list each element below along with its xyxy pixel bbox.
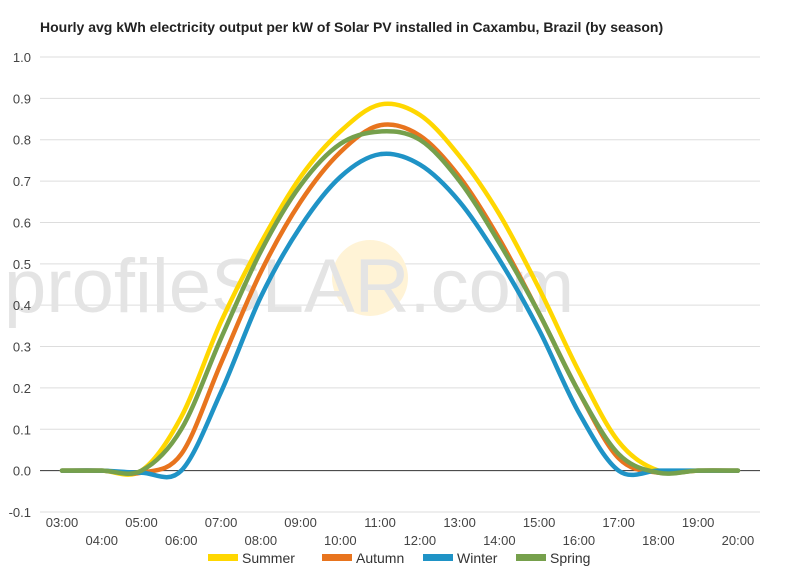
y-tick-label: 0.2 bbox=[13, 381, 31, 396]
y-tick-label: 1.0 bbox=[13, 50, 31, 65]
x-tick-label: 17:00 bbox=[602, 515, 635, 530]
legend-label-winter: Winter bbox=[457, 550, 498, 566]
legend-label-autumn: Autumn bbox=[356, 550, 404, 566]
watermark: profileSLAR.com bbox=[4, 240, 574, 329]
legend-label-summer: Summer bbox=[242, 550, 295, 566]
series-line-autumn bbox=[59, 122, 741, 476]
series-line-summer bbox=[59, 101, 741, 477]
x-tick-label: 07:00 bbox=[205, 515, 238, 530]
legend: Summer Autumn Winter Spring bbox=[208, 550, 590, 566]
y-tick-label: -0.1 bbox=[9, 505, 31, 520]
x-tick-label: 19:00 bbox=[682, 515, 715, 530]
x-tick-label: 16:00 bbox=[563, 533, 596, 548]
x-tick-label: 03:00 bbox=[46, 515, 79, 530]
y-axis-ticks: -0.1 0.0 0.1 0.2 0.3 0.4 0.5 0.6 0.7 0.8 0.9 1.0 bbox=[9, 50, 31, 520]
y-tick-label: 0.3 bbox=[13, 340, 31, 355]
x-tick-label: 18:00 bbox=[642, 533, 675, 548]
x-tick-label: 12:00 bbox=[404, 533, 437, 548]
grid-lines bbox=[40, 56, 760, 513]
x-tick-label: 06:00 bbox=[165, 533, 198, 548]
x-tick-label: 14:00 bbox=[483, 533, 516, 548]
x-tick-label: 10:00 bbox=[324, 533, 357, 548]
legend-swatch-spring bbox=[516, 554, 546, 561]
series-line-spring bbox=[59, 129, 741, 476]
x-tick-label: 04:00 bbox=[85, 533, 118, 548]
y-tick-label: 0.5 bbox=[13, 257, 31, 272]
y-tick-label: 0.0 bbox=[13, 464, 31, 479]
y-tick-label: 0.6 bbox=[13, 215, 31, 230]
x-tick-label: 09:00 bbox=[284, 515, 317, 530]
y-tick-label: 0.9 bbox=[13, 91, 31, 106]
x-axis-ticks: 03:00 04:00 05:00 06:00 07:00 08:00 09:00 10:00… bbox=[46, 515, 754, 548]
x-tick-label: 05:00 bbox=[125, 515, 158, 530]
x-tick-label: 11:00 bbox=[364, 515, 396, 530]
watermark-sun-icon bbox=[332, 240, 408, 316]
series-lines bbox=[59, 101, 741, 480]
x-tick-label: 08:00 bbox=[245, 533, 278, 548]
y-tick-label: 0.8 bbox=[13, 133, 31, 148]
y-tick-label: 0.4 bbox=[13, 298, 31, 313]
chart-title: Hourly avg kWh electricity output per kW… bbox=[40, 19, 664, 35]
x-tick-label: 15:00 bbox=[523, 515, 556, 530]
legend-label-spring: Spring bbox=[550, 550, 590, 566]
x-tick-label: 20:00 bbox=[722, 533, 755, 548]
y-tick-label: 0.7 bbox=[13, 174, 31, 189]
y-tick-label: 0.1 bbox=[13, 422, 31, 437]
watermark-text: profileSLAR.com bbox=[4, 244, 574, 329]
legend-swatch-autumn bbox=[322, 554, 352, 561]
legend-swatch-summer bbox=[208, 554, 238, 561]
legend-swatch-winter bbox=[423, 554, 453, 561]
series-line-winter bbox=[59, 151, 741, 480]
x-tick-label: 13:00 bbox=[443, 515, 476, 530]
